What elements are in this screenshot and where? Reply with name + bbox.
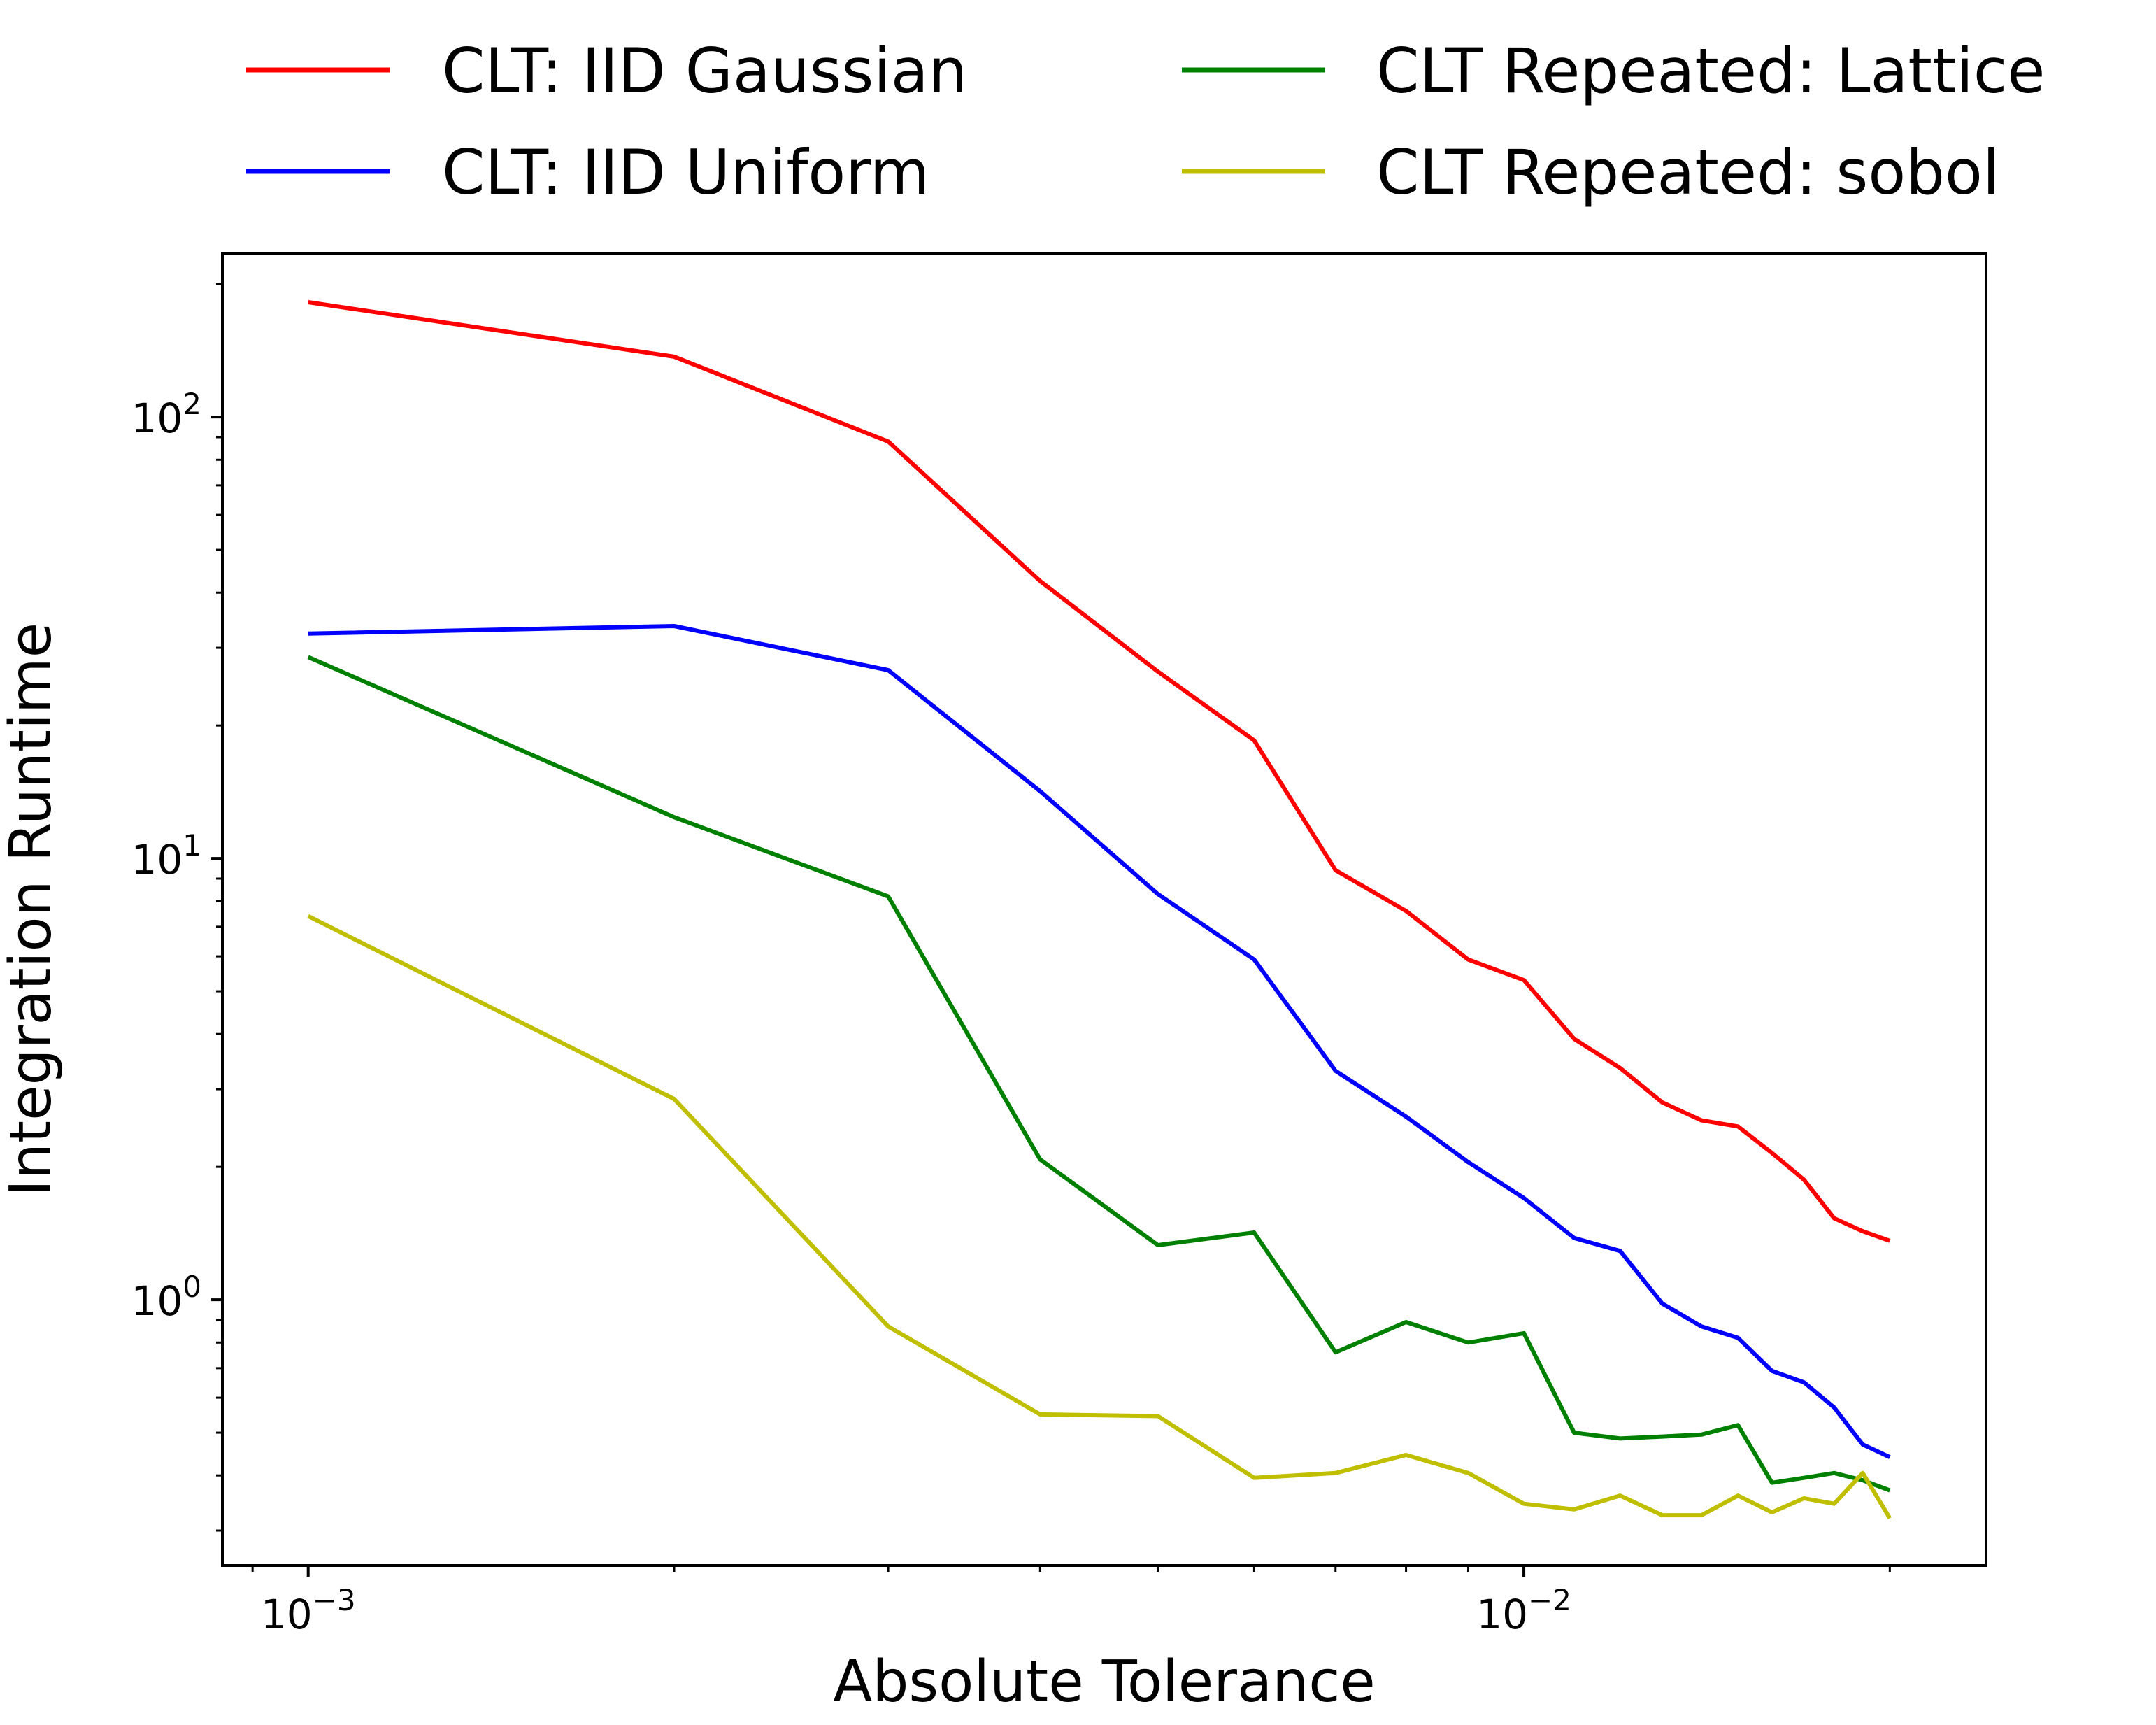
legend: CLT: IID Gaussian CLT: IID Uniform CLT Rep…	[246, 35, 2045, 208]
y-tick-label: 100	[131, 1270, 201, 1325]
axis-ticks: 10−3 10−2 100 101 102	[131, 283, 1891, 1638]
legend-label: CLT: IID Uniform	[442, 136, 930, 208]
y-tick-label: 102	[131, 387, 201, 442]
legend-label: CLT Repeated: Lattice	[1376, 35, 2045, 107]
plot-frame	[221, 252, 1987, 1567]
series-line-2	[308, 624, 1891, 1459]
series-line-3	[307, 655, 1891, 1493]
series-line-1	[308, 300, 1891, 1243]
series-line-4	[307, 914, 1892, 1519]
y-tick-label: 101	[131, 828, 201, 883]
legend-label: CLT: IID Gaussian	[442, 35, 967, 107]
series-lines	[307, 300, 1892, 1519]
y-axis-title: Integration Runtime	[0, 623, 64, 1196]
legend-label: CLT Repeated: sobol	[1376, 136, 1999, 208]
x-tick-label: 10−2	[1476, 1583, 1571, 1638]
x-axis-title: Absolute Tolerance	[833, 1649, 1375, 1715]
x-tick-label: 10−3	[261, 1583, 356, 1638]
